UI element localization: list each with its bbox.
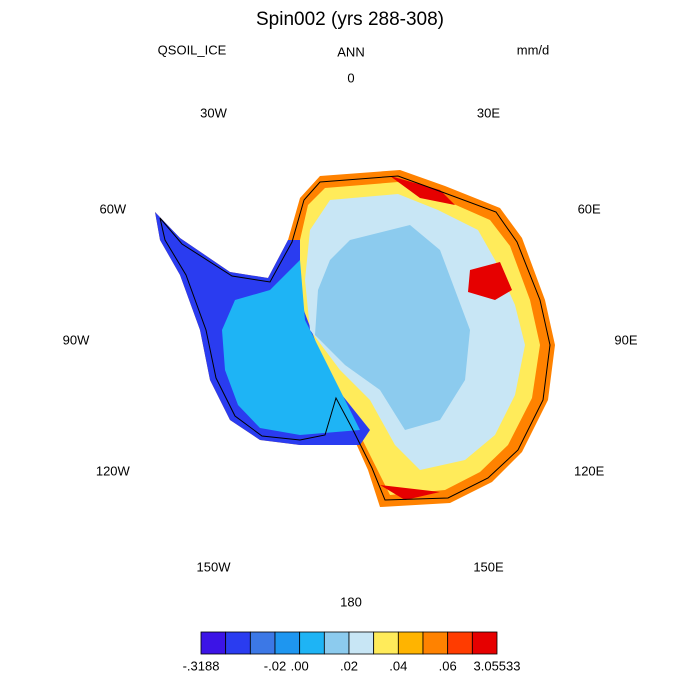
longitude-label: 0 — [347, 70, 354, 85]
colorbar-box — [348, 631, 375, 655]
longitude-label: 30W — [200, 106, 227, 121]
colorbar-label: -.02 — [264, 658, 286, 673]
colorbar-label: .00 — [291, 658, 309, 673]
longitude-label: 150E — [473, 559, 504, 574]
coastline — [159, 175, 551, 501]
colorbar-box — [422, 631, 449, 655]
colorbar-box — [274, 631, 301, 655]
longitude-label: 150W — [197, 559, 232, 574]
longitude-label: 90W — [63, 332, 90, 347]
colorbar-label: 3.05533 — [474, 658, 521, 673]
variable-name: QSOIL_ICE — [158, 42, 227, 57]
colorbar-box — [323, 631, 350, 655]
longitude-label: 90E — [614, 332, 637, 347]
longitude-label: 120W — [96, 463, 131, 478]
units: mm/d — [517, 42, 550, 57]
west-inner — [222, 260, 360, 435]
colorbar-box — [397, 631, 424, 655]
colorbar-box — [299, 631, 325, 655]
colorbar-box — [200, 631, 227, 655]
colorbar-box — [447, 631, 473, 655]
colorbar-box — [249, 631, 276, 655]
colorbar-label: .04 — [389, 658, 407, 673]
antarctica-map — [155, 170, 555, 507]
colorbar-box — [225, 631, 251, 655]
colorbar-box — [373, 631, 399, 655]
longitude-label: 30E — [477, 106, 500, 121]
colorbar-box — [471, 631, 498, 655]
colorbar-label: .06 — [439, 658, 457, 673]
ice-plateau — [315, 225, 470, 430]
longitude-label: 60W — [99, 201, 126, 216]
longitude-label: 120E — [574, 463, 605, 478]
season: ANN — [337, 44, 364, 59]
longitude-label: 180 — [340, 594, 362, 609]
title: Spin002 (yrs 288-308) — [256, 9, 444, 30]
longitude-label: 60E — [578, 201, 601, 216]
colorbar-label: -.3188 — [183, 658, 220, 673]
colorbar-label: .02 — [340, 658, 358, 673]
